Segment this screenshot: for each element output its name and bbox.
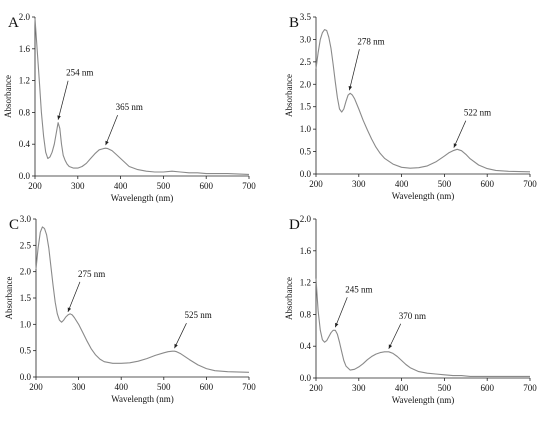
x-tick-label: 700 [523,383,537,393]
x-tick-label: 200 [309,383,323,393]
x-axis-label: Wavelength (nm) [392,191,455,201]
y-tick-label: 2.0 [300,214,312,224]
x-tick-label: 700 [523,179,537,189]
x-axis-label: Wavelength (nm) [111,193,174,203]
annotation-arrowhead [453,143,458,148]
x-tick-label: 500 [438,383,452,393]
panel-label: C [9,217,19,233]
annotation-arrowhead [388,344,393,349]
peak-annotation: 275 nm [78,269,105,279]
peak-annotation: 525 nm [184,310,211,320]
x-tick-label: 500 [438,179,452,189]
y-tick-label: 3.0 [20,214,32,224]
annotation-arrowhead [335,322,339,328]
peak-annotation: 522 nm [464,108,491,118]
annotation-arrowhead [57,115,61,120]
x-tick-label: 600 [199,181,213,191]
spectrum-line [315,29,531,173]
y-tick-label: 3.5 [300,12,312,22]
y-tick-label: 1.0 [300,124,312,134]
y-axis-label: Absorbance [284,277,294,320]
panel-label: A [8,15,19,31]
y-tick-label: 1.2 [300,278,311,288]
y-tick-label: 0.0 [300,169,312,179]
y-tick-label: 1.2 [19,76,30,86]
x-tick-label: 300 [71,181,85,191]
y-tick-label: 2.0 [20,267,32,277]
annotation-arrowhead [348,85,353,91]
spectrum-line [34,18,250,175]
panel-d: 200 300 400 500 600 700 0.0 0.4 0.8 1.2 1.6 2.0 Wave… [284,214,537,405]
panel-label: D [289,217,300,233]
x-tick-label: 600 [480,383,494,393]
panel-b: 200 300 400 500 600 700 0.0 0.5 1.0 1.5 2.0 2.5 3.0 3… [284,12,537,201]
y-axis-label: Absorbance [284,74,294,117]
x-tick-label: 500 [157,181,171,191]
spectrum-line [315,278,530,377]
y-tick-label: 0.0 [19,171,31,181]
x-axis-label: Wavelength (nm) [392,395,455,405]
annotation-arrowhead [105,140,109,146]
y-tick-label: 0.0 [20,372,32,382]
y-tick-label: 2.5 [20,240,32,250]
annotation-arrow-line [57,80,69,120]
y-tick-label: 0.4 [300,341,312,351]
y-tick-label: 1.0 [20,319,32,329]
y-tick-label: 1.6 [300,246,312,256]
peak-annotation: 254 nm [66,68,93,78]
x-tick-label: 400 [395,383,409,393]
x-tick-label: 200 [28,181,42,191]
y-tick-label: 0.5 [300,147,312,157]
x-tick-label: 400 [395,179,409,189]
annotation-arrow-line [388,323,402,349]
annotation-arrow-line [334,297,348,328]
y-tick-label: 0.4 [19,139,31,149]
x-tick-label: 300 [352,179,366,189]
annotation-arrow-line [349,49,360,91]
peak-annotation: 370 nm [399,311,426,321]
y-tick-label: 2.0 [300,79,312,89]
x-tick-label: 300 [352,383,366,393]
x-tick-label: 400 [114,181,128,191]
panel-label: B [289,15,299,31]
x-tick-label: 200 [29,382,43,392]
x-tick-label: 600 [200,382,214,392]
y-tick-label: 0.8 [300,309,312,319]
y-tick-label: 3.0 [300,34,312,44]
peak-annotation: 245 nm [345,284,372,294]
panel-a: 200 300 400 500 600 700 0.0 0.4 0.8 1.2 1.6 2.0 Wave… [3,12,256,203]
spectrum-line [35,226,250,373]
x-tick-label: 200 [309,179,323,189]
y-axis-label: Absorbance [3,75,13,118]
panel-c: 200 300 400 500 600 700 0.0 0.5 1.0 1.5 2.0 2.5 3.0 W… [4,214,256,404]
peak-annotation: 365 nm [116,102,143,112]
x-axis-label: Wavelength (nm) [111,394,174,404]
y-tick-label: 0.8 [19,107,31,117]
x-tick-label: 700 [242,382,256,392]
annotation-arrow-line [67,281,81,312]
annotation-arrowhead [174,343,178,349]
y-tick-label: 1.6 [19,44,31,54]
annotation-arrow-line [105,115,118,146]
x-tick-label: 400 [114,382,128,392]
y-tick-label: 1.5 [300,102,312,112]
x-tick-label: 300 [72,382,86,392]
y-tick-label: 1.5 [20,293,32,303]
y-axis-label: Absorbance [4,277,14,320]
y-tick-label: 0.5 [20,346,32,356]
x-tick-label: 700 [242,181,256,191]
annotation-arrowhead [67,307,72,312]
x-tick-label: 500 [157,382,171,392]
x-tick-label: 600 [480,179,494,189]
y-tick-label: 2.5 [300,57,312,67]
peak-annotation: 278 nm [357,36,384,46]
y-tick-label: 0.0 [300,373,312,383]
annotation-arrow-line [174,323,187,349]
y-tick-label: 2.0 [19,12,31,22]
annotation-arrow-line [453,120,467,148]
